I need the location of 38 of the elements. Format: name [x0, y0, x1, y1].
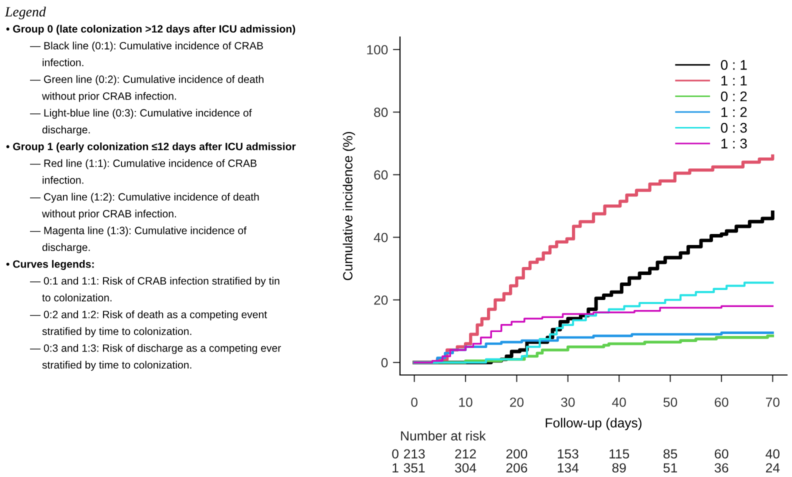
y-tick-label: 0 — [381, 358, 388, 368]
x-tick-label: 40 — [612, 398, 626, 407]
text: — Light-blue line (0:3): Cumulative incidence of discharge. — [30, 108, 252, 136]
x-tick-label: 20 — [510, 398, 524, 407]
y-tick-label: 80 — [374, 108, 388, 118]
legend-label: 0 : 1 — [720, 60, 747, 70]
text: — Black line (0:1): Cumulative incidence of CRAB infection. — [30, 42, 263, 66]
x-tick-label: 60 — [714, 398, 728, 407]
y-tick-label: 20 — [374, 295, 388, 305]
x-tick-label: 70 — [766, 398, 780, 407]
x-tick-label: 10 — [459, 398, 472, 407]
text: — 0:2 and 1:2: Risk of death as a competing event stratified by time to colonization. — [30, 310, 267, 338]
legend-label: 1 : 3 — [721, 138, 747, 148]
text: • Group 0 (late colonization >12 days after ICU admission) — [6, 24, 296, 35]
text: 1 351 304 206 134 89 51 36 24 — [392, 463, 780, 473]
x-tick-label: 50 — [663, 398, 678, 407]
x-tick-label: 0 — [411, 398, 418, 407]
x-tick-label: 30 — [561, 398, 575, 407]
text: — Red line (1:1): Cumulative incidence of CRAB infection. — [30, 159, 256, 184]
y-axis-title: Cumulative incidence (%) — [342, 132, 356, 280]
text: • Curves legends: — [6, 260, 94, 270]
text: Number at risk — [401, 430, 486, 441]
text: — Green line (0:2): Cumulative incidence of death without prior CRAB infection. — [30, 75, 264, 102]
text: — 0:1 and 1:1: Risk of CRAB infection stratified by tin to colonization. — [30, 276, 280, 302]
y-tick-label: 100 — [367, 45, 388, 54]
x-axis-title: Follow-up (days) — [546, 418, 642, 430]
legend-label: 1 : 1 — [721, 76, 747, 86]
legend-label: 0 : 3 — [720, 122, 747, 133]
text: Legend — [4, 6, 46, 20]
text: — Magenta line (1:3): Cumulative incidence of discharge. — [30, 226, 247, 254]
legend-label: 1 : 2 — [721, 107, 747, 117]
y-tick-label: 40 — [374, 232, 388, 242]
y-tick-label: 60 — [374, 170, 388, 180]
text: • Group 1 (early colonization ≤12 days after ICU admissior — [6, 142, 296, 152]
legend-label: 0 : 2 — [720, 91, 747, 102]
text: — 0:3 and 1:3: Risk of discharge as a competing ever stratified by time to colonization. — [30, 344, 281, 371]
text: — Cyan line (1:2): Cumulative incidence of death without prior CRAB infection. — [30, 192, 259, 220]
text: 0 213 212 200 153 115 85 60 40 — [392, 449, 780, 459]
